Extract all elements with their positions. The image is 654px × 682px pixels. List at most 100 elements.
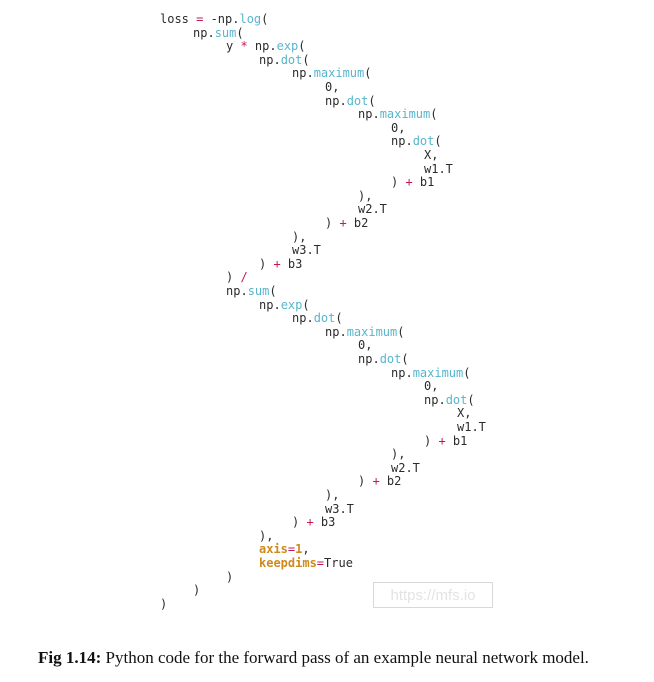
code-line: np.dot( bbox=[259, 53, 310, 67]
code-line: w1.T bbox=[457, 420, 486, 434]
code-token: np. bbox=[259, 52, 281, 67]
code-token: ( bbox=[302, 297, 310, 312]
code-token: + bbox=[306, 515, 314, 530]
code-line: ) bbox=[193, 583, 200, 597]
code-line: keepdims=True bbox=[259, 556, 353, 570]
code-token: y bbox=[226, 39, 241, 54]
code-token: ), bbox=[259, 528, 274, 543]
code-token: axis bbox=[259, 542, 288, 557]
code-token: / bbox=[240, 270, 248, 285]
code-token: np. bbox=[424, 392, 446, 407]
code-token: np. bbox=[292, 311, 314, 326]
figure-caption-label: Fig 1.14: bbox=[38, 648, 102, 667]
code-token: ), bbox=[325, 488, 340, 502]
code-token: 0, bbox=[391, 120, 406, 135]
code-token: ), bbox=[292, 229, 307, 244]
watermark: https://mfs.io bbox=[373, 582, 493, 608]
code-line: np.dot( bbox=[292, 311, 343, 325]
code-line: ) bbox=[226, 570, 233, 584]
code-token: np. bbox=[292, 66, 314, 81]
code-token: np. bbox=[391, 365, 413, 380]
code-token: exp bbox=[280, 297, 303, 312]
code-token: -np. bbox=[203, 12, 240, 26]
code-token: 0, bbox=[424, 379, 439, 394]
code-token: ( bbox=[434, 134, 442, 149]
code-line: w1.T bbox=[424, 162, 453, 176]
code-token: ( bbox=[467, 392, 475, 407]
code-token: ) bbox=[391, 175, 406, 190]
code-token: X, bbox=[424, 148, 439, 162]
code-token: True bbox=[324, 556, 353, 570]
code-line: ), bbox=[325, 488, 339, 502]
code-line: ) + b1 bbox=[391, 175, 434, 189]
code-token: w3.T bbox=[292, 243, 321, 258]
code-line: w2.T bbox=[391, 461, 420, 475]
code-token: np. bbox=[391, 134, 413, 149]
code-token: np. bbox=[358, 107, 380, 122]
code-token: np. bbox=[259, 297, 281, 312]
code-token: ( bbox=[298, 39, 306, 54]
code-token: 0, bbox=[325, 80, 340, 94]
code-line: ) + b3 bbox=[259, 257, 302, 271]
code-line: np.exp( bbox=[259, 298, 310, 312]
code-token: np. bbox=[247, 39, 277, 54]
code-line: ), bbox=[259, 529, 273, 543]
code-token: b1 bbox=[445, 433, 468, 448]
code-line: w3.T bbox=[325, 502, 354, 516]
code-line: 0, bbox=[391, 121, 405, 135]
code-token: w2.T bbox=[391, 460, 420, 475]
code-token: maximum bbox=[313, 66, 365, 81]
code-token: ) bbox=[292, 515, 307, 530]
code-token: ) bbox=[325, 216, 340, 230]
code-token: ) bbox=[358, 474, 373, 489]
code-line: ) + b2 bbox=[358, 474, 401, 488]
code-token: dot bbox=[346, 93, 369, 108]
code-token: ) bbox=[160, 596, 168, 611]
code-token: ( bbox=[269, 284, 277, 298]
code-listing: loss = -np.log(np.sum(y * np.exp(np.dot(… bbox=[160, 12, 486, 611]
code-token: , bbox=[302, 542, 310, 557]
code-token: ) bbox=[193, 583, 201, 598]
code-token: w1.T bbox=[457, 420, 486, 434]
code-token: dot bbox=[280, 52, 303, 67]
code-line: X, bbox=[424, 148, 438, 162]
code-line: ), bbox=[292, 230, 306, 244]
code-token: + bbox=[438, 433, 446, 448]
code-line: y * np.exp( bbox=[226, 39, 306, 53]
code-line: ) bbox=[160, 597, 167, 611]
code-token: log bbox=[239, 12, 262, 26]
code-token: loss bbox=[160, 12, 197, 26]
code-token: b2 bbox=[346, 216, 369, 230]
code-token: 1 bbox=[295, 542, 303, 557]
code-token: ) bbox=[259, 256, 274, 271]
code-token: dot bbox=[313, 311, 336, 326]
code-line: np.sum( bbox=[226, 284, 277, 298]
code-token: ( bbox=[236, 25, 244, 40]
code-token: ( bbox=[335, 311, 343, 326]
code-token: X, bbox=[457, 406, 472, 421]
code-token: b1 bbox=[412, 175, 435, 190]
code-token: ) bbox=[226, 270, 241, 285]
code-token: dot bbox=[445, 392, 468, 407]
code-token: ( bbox=[401, 352, 409, 366]
code-token: + bbox=[405, 175, 413, 190]
figure-caption: Fig 1.14: Python code for the forward pa… bbox=[38, 648, 589, 668]
code-token: b2 bbox=[379, 474, 402, 489]
code-token: + bbox=[273, 256, 281, 271]
code-token: sum bbox=[214, 25, 237, 40]
code-token: ) bbox=[226, 569, 234, 584]
figure-caption-text: Python code for the forward pass of an e… bbox=[101, 648, 589, 667]
code-token: sum bbox=[247, 284, 270, 298]
code-token: + bbox=[339, 216, 347, 230]
code-line: X, bbox=[457, 406, 471, 420]
code-token: = bbox=[287, 542, 296, 557]
code-line: np.maximum( bbox=[325, 325, 405, 339]
code-line: ) + b3 bbox=[292, 515, 335, 529]
code-token: np. bbox=[325, 93, 347, 108]
code-token: ) bbox=[424, 433, 439, 448]
code-token: w2.T bbox=[358, 202, 387, 217]
code-line: ) / bbox=[226, 270, 248, 284]
code-token: np. bbox=[358, 352, 380, 366]
code-token: b3 bbox=[313, 515, 336, 530]
code-token: exp bbox=[276, 39, 299, 54]
